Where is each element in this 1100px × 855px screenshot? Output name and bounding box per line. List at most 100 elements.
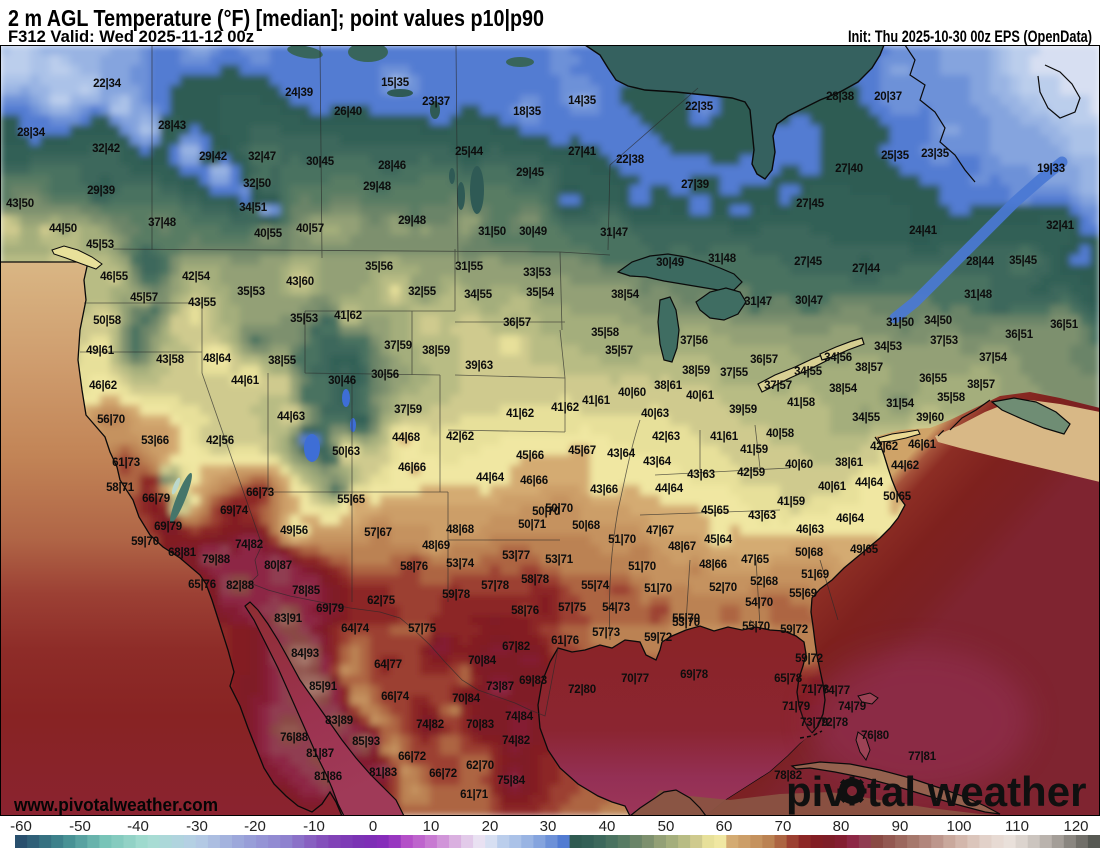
svg-text:49|61: 49|61 (86, 345, 115, 357)
svg-text:44|64: 44|64 (855, 477, 884, 489)
svg-text:77|81: 77|81 (908, 751, 937, 763)
svg-text:28|38: 28|38 (826, 91, 855, 103)
svg-text:68|81: 68|81 (168, 547, 197, 559)
svg-text:46|62: 46|62 (89, 380, 117, 392)
svg-text:34|51: 34|51 (239, 202, 268, 214)
svg-text:62|70: 62|70 (466, 760, 494, 772)
svg-text:-30: -30 (186, 818, 208, 835)
svg-text:53|71: 53|71 (545, 554, 574, 566)
svg-text:42|56: 42|56 (206, 435, 234, 447)
svg-text:28|34: 28|34 (17, 127, 46, 139)
svg-text:piv: piv (786, 768, 847, 815)
svg-text:50|68: 50|68 (572, 520, 601, 532)
svg-text:40|61: 40|61 (686, 390, 715, 402)
svg-text:57|73: 57|73 (592, 627, 620, 639)
svg-text:20|37: 20|37 (874, 91, 902, 103)
svg-text:27|44: 27|44 (852, 263, 881, 275)
svg-text:31|55: 31|55 (455, 261, 484, 273)
svg-text:51|70: 51|70 (644, 583, 672, 595)
svg-text:51|70: 51|70 (608, 534, 636, 546)
svg-text:48|69: 48|69 (422, 540, 450, 552)
svg-text:24|41: 24|41 (909, 225, 938, 237)
svg-text:38|61: 38|61 (835, 457, 864, 469)
svg-text:61|73: 61|73 (112, 457, 140, 469)
svg-text:30|46: 30|46 (328, 375, 356, 387)
svg-text:50|71: 50|71 (518, 519, 547, 531)
svg-text:57|75: 57|75 (558, 602, 587, 614)
svg-text:36|57: 36|57 (503, 317, 531, 329)
svg-text:79|88: 79|88 (202, 554, 231, 566)
svg-text:24|39: 24|39 (285, 87, 313, 99)
svg-text:45|57: 45|57 (130, 292, 158, 304)
svg-text:69|74: 69|74 (220, 505, 249, 517)
svg-text:44|61: 44|61 (231, 375, 260, 387)
svg-text:59|78: 59|78 (442, 589, 471, 601)
svg-text:37|56: 37|56 (680, 335, 708, 347)
svg-text:31|48: 31|48 (964, 289, 993, 301)
svg-text:30|49: 30|49 (519, 226, 547, 238)
svg-text:70|84: 70|84 (452, 693, 481, 705)
svg-text:34|55: 34|55 (852, 412, 881, 424)
svg-text:29|48: 29|48 (363, 181, 392, 193)
svg-text:29|39: 29|39 (87, 185, 115, 197)
svg-text:30|49: 30|49 (656, 257, 684, 269)
svg-text:45|67: 45|67 (568, 445, 596, 457)
svg-text:35|45: 35|45 (1009, 255, 1038, 267)
svg-text:46|66: 46|66 (398, 462, 426, 474)
svg-text:37|59: 37|59 (384, 340, 412, 352)
svg-text:43|63: 43|63 (748, 510, 776, 522)
svg-text:58|76: 58|76 (400, 561, 428, 573)
svg-text:40|57: 40|57 (296, 223, 324, 235)
svg-text:55|70: 55|70 (742, 621, 770, 633)
svg-text:50|68: 50|68 (795, 547, 824, 559)
svg-text:66|72: 66|72 (429, 768, 457, 780)
svg-text:50|58: 50|58 (93, 315, 122, 327)
svg-text:84|93: 84|93 (291, 648, 319, 660)
svg-text:47|65: 47|65 (741, 554, 770, 566)
svg-text:37|54: 37|54 (979, 352, 1008, 364)
svg-text:32|55: 32|55 (408, 286, 437, 298)
svg-text:23|35: 23|35 (921, 148, 950, 160)
svg-text:61|76: 61|76 (551, 635, 579, 647)
svg-text:41|61: 41|61 (710, 431, 739, 443)
svg-text:52|68: 52|68 (750, 576, 779, 588)
svg-text:81|86: 81|86 (314, 771, 342, 783)
svg-text:37|48: 37|48 (148, 217, 177, 229)
svg-text:Init: Thu 2025-10-30 00z EPS (: Init: Thu 2025-10-30 00z EPS (OpenData) (848, 28, 1092, 46)
svg-text:20: 20 (482, 818, 499, 835)
svg-text:35|54: 35|54 (526, 287, 555, 299)
svg-text:37|59: 37|59 (394, 404, 422, 416)
svg-text:43|60: 43|60 (286, 276, 314, 288)
svg-text:38|59: 38|59 (422, 345, 450, 357)
svg-text:28|44: 28|44 (966, 256, 995, 268)
svg-text:36|51: 36|51 (1005, 329, 1034, 341)
svg-text:90: 90 (892, 818, 909, 835)
svg-text:45|53: 45|53 (86, 239, 114, 251)
svg-text:59|72: 59|72 (644, 632, 672, 644)
svg-text:41|58: 41|58 (787, 397, 816, 409)
svg-text:25|35: 25|35 (881, 150, 910, 162)
svg-text:74|82: 74|82 (502, 735, 530, 747)
svg-text:32|47: 32|47 (248, 151, 276, 163)
svg-text:73|79: 73|79 (800, 717, 828, 729)
svg-text:30|47: 30|47 (795, 295, 823, 307)
svg-text:43|58: 43|58 (156, 354, 185, 366)
svg-text:80: 80 (833, 818, 850, 835)
svg-text:44|50: 44|50 (49, 223, 77, 235)
svg-text:74|82: 74|82 (416, 719, 444, 731)
svg-text:-40: -40 (127, 818, 149, 835)
svg-text:57|67: 57|67 (364, 527, 392, 539)
svg-text:37|55: 37|55 (720, 367, 749, 379)
svg-text:67|82: 67|82 (502, 641, 530, 653)
svg-text:70|77: 70|77 (621, 673, 649, 685)
svg-text:78|85: 78|85 (292, 585, 321, 597)
svg-text:46|63: 46|63 (796, 524, 824, 536)
svg-text:19|33: 19|33 (1037, 163, 1065, 175)
svg-text:F312 Valid: Wed 2025-11-12 00z: F312 Valid: Wed 2025-11-12 00z (8, 28, 254, 46)
svg-text:34|53: 34|53 (874, 341, 902, 353)
svg-text:53|74: 53|74 (446, 558, 475, 570)
svg-text:73|87: 73|87 (486, 681, 514, 693)
svg-text:31|48: 31|48 (708, 253, 737, 265)
svg-text:33|53: 33|53 (523, 267, 551, 279)
svg-text:43|63: 43|63 (687, 469, 715, 481)
